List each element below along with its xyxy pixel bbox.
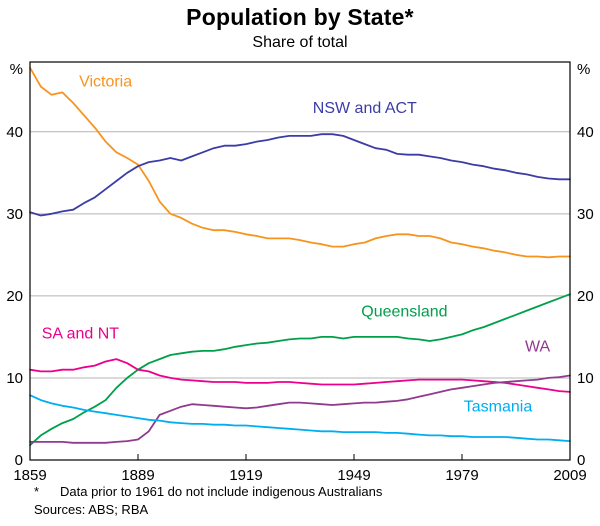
series-line-queensland [29,293,571,447]
sources-line: Sources: ABS; RBA [34,502,149,517]
series-line-victoria [29,66,571,259]
series-label-nsw-and-act: NSW and ACT [313,100,417,117]
series-label-sa-and-nt: SA and NT [42,326,120,343]
series-line-wa [29,374,571,444]
chart-subtitle: Share of total [252,34,348,51]
y-tick-left-10: 10 [6,370,23,387]
x-tick-label-1949: 1949 [337,467,370,484]
y-axis-unit-left: % [10,61,23,78]
footnote: * Data prior to 1961 do not include indig… [34,484,590,499]
y-tick-right-20: 20 [577,288,594,305]
footnote-text: Data prior to 1961 do not include indige… [60,484,383,499]
series-line-nsw-and-act [29,133,571,217]
x-tick-label-1859: 1859 [13,467,46,484]
y-tick-right-0: 0 [577,452,585,469]
series-label-wa: WA [525,339,551,356]
series-label-queensland: Queensland [361,303,447,320]
y-tick-right-40: 40 [577,124,594,141]
plot-frame [29,61,571,461]
x-tick-label-2009: 2009 [553,467,586,484]
x-tick-label-1979: 1979 [445,467,478,484]
y-axis-unit-right: % [577,61,590,78]
series-label-tasmania: Tasmania [464,399,533,416]
y-tick-left-0: 0 [15,452,23,469]
chart-title: Population by State* [186,4,414,30]
y-tick-right-30: 30 [577,206,594,223]
y-tick-left-30: 30 [6,206,23,223]
y-tick-right-10: 10 [577,370,594,387]
series-label-victoria: Victoria [79,74,132,91]
x-tick-label-1919: 1919 [229,467,262,484]
y-tick-left-40: 40 [6,124,23,141]
x-tick-label-1889: 1889 [121,467,154,484]
series-line-tasmania [29,394,571,443]
y-tick-left-20: 20 [6,288,23,305]
footnote-marker: * [34,484,40,499]
series-line-sa-and-nt [29,358,571,393]
